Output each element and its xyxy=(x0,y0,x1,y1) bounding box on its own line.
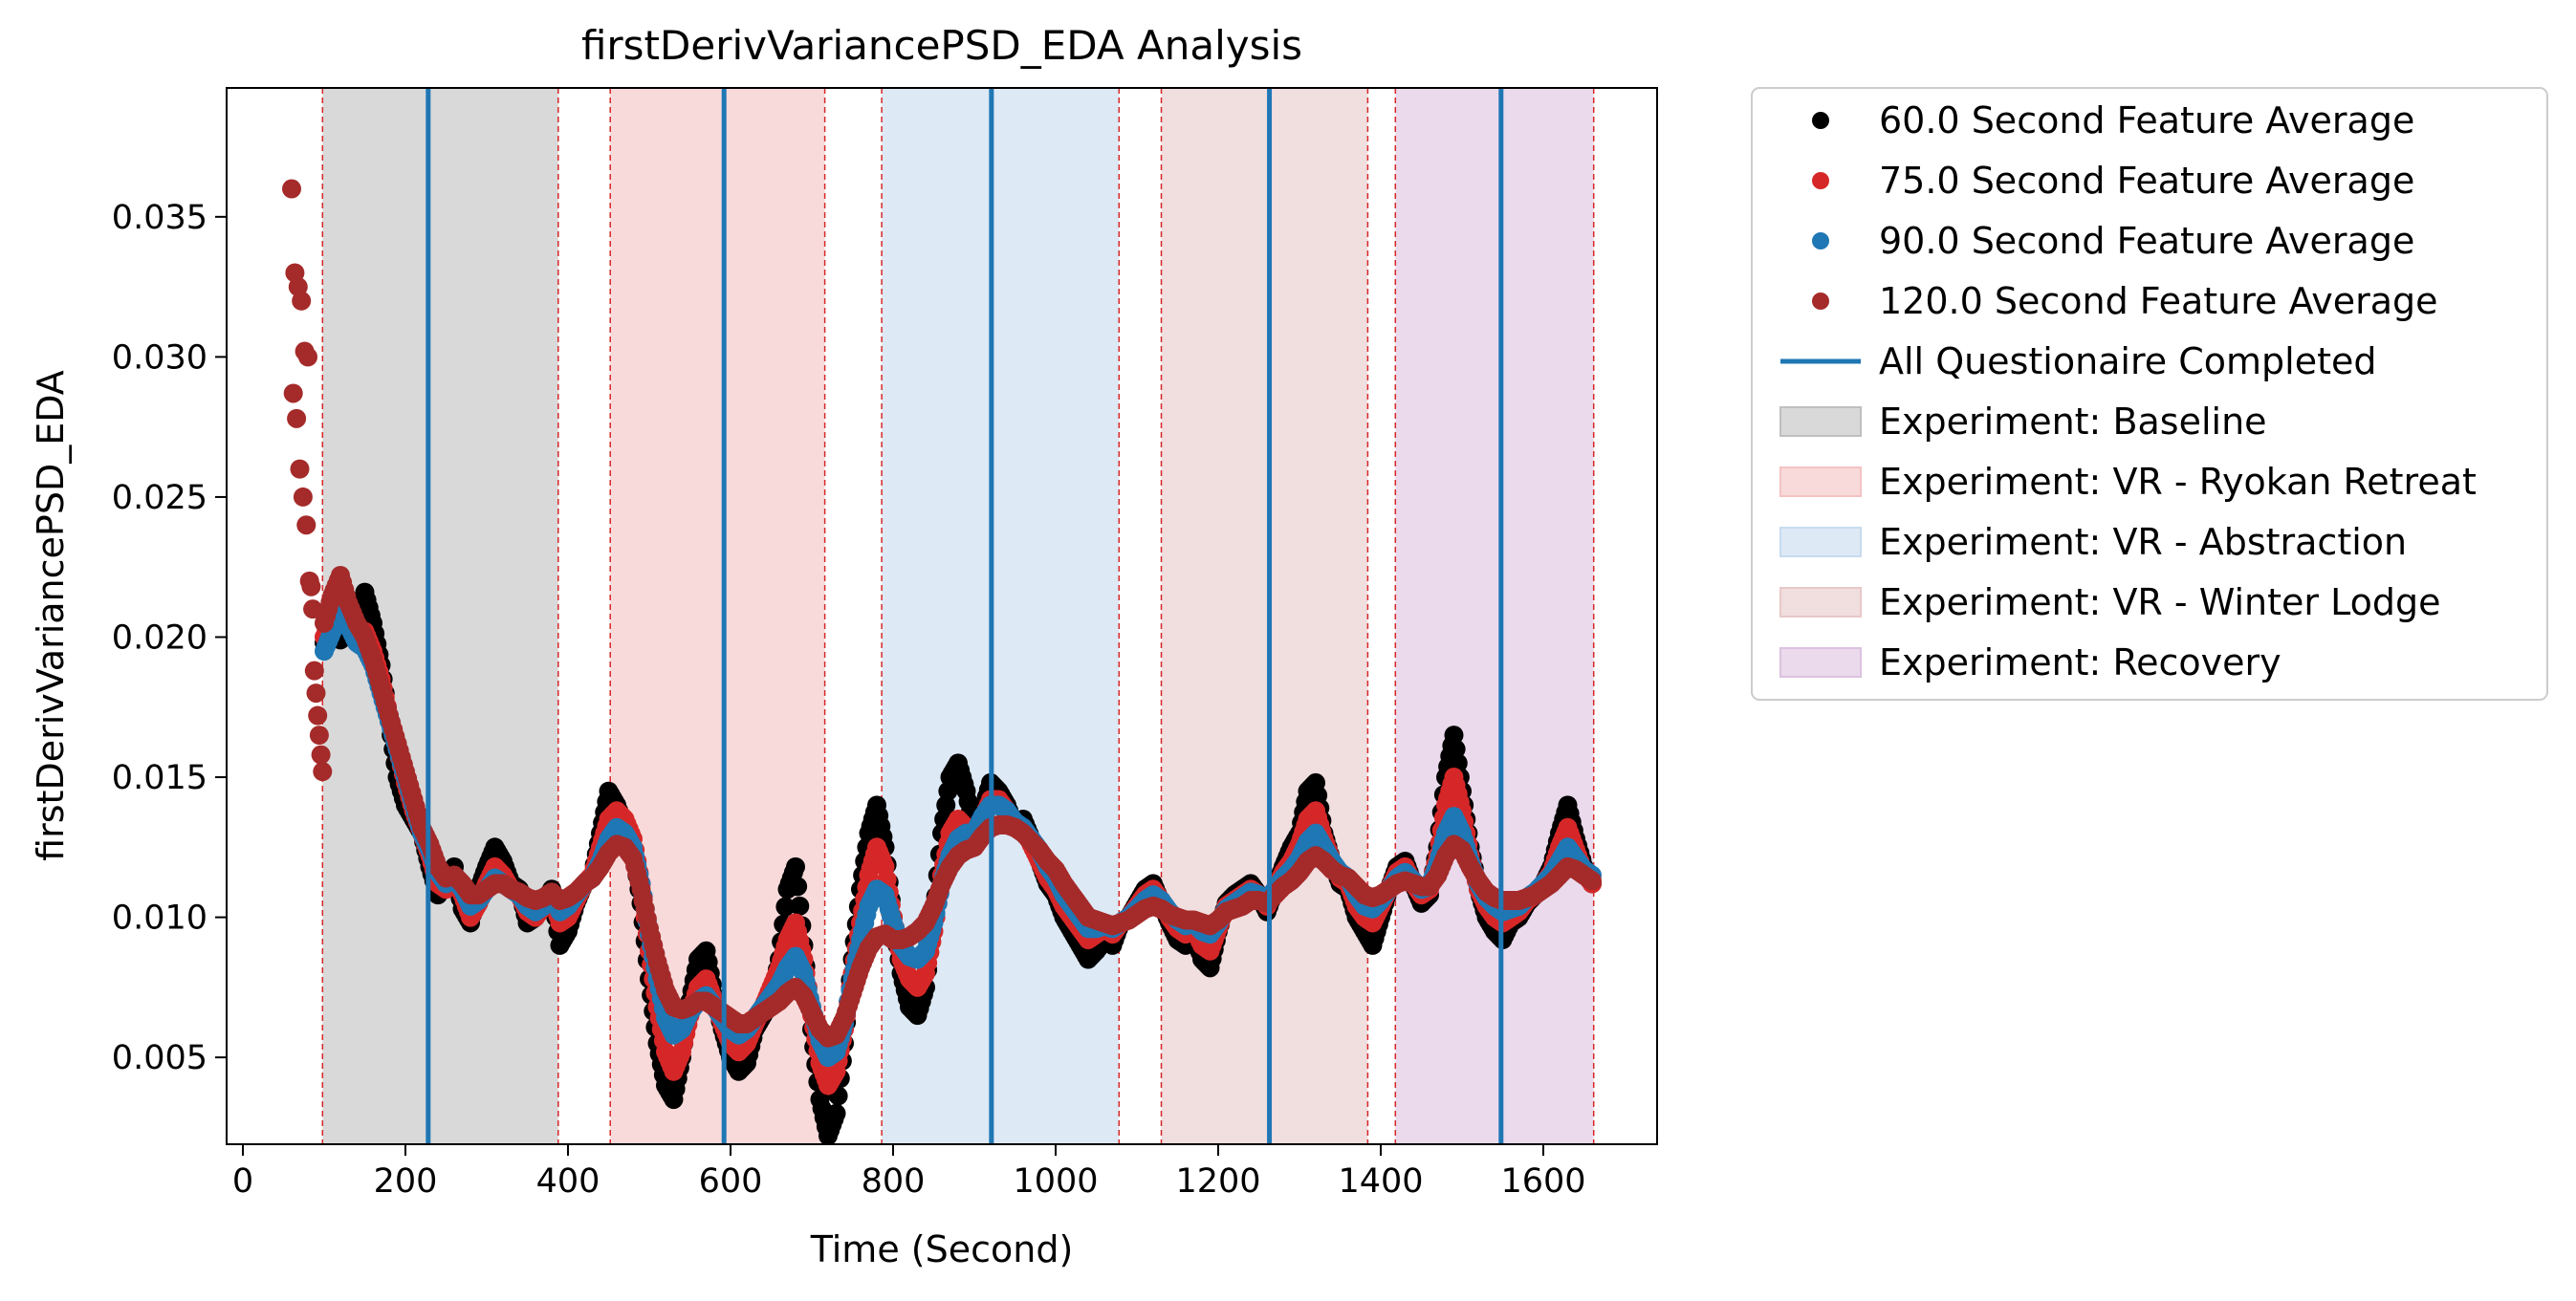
point-s120 xyxy=(296,515,317,535)
x-axis: 0 200 400 600 800 1000 1200 1400 1600 xyxy=(232,1144,1586,1201)
point-s120 xyxy=(298,347,317,367)
point-s60 xyxy=(1444,726,1464,746)
point-s120 xyxy=(308,705,328,726)
legend-label-s120: 120.0 Second Feature Average xyxy=(1879,280,2438,322)
y-tick-label: 0.025 xyxy=(112,479,207,517)
series-s120 xyxy=(282,179,1602,1048)
legend-marker-baseline xyxy=(1779,406,1862,437)
legend-marker-s75 xyxy=(1812,172,1829,189)
y-tick-label: 0.020 xyxy=(112,618,207,657)
point-s60 xyxy=(938,781,958,801)
y-axis: 0.005 0.010 0.015 0.020 0.025 0.030 0.035 xyxy=(112,199,227,1077)
x-axis-label: Time (Second) xyxy=(810,1228,1074,1270)
point-s120 xyxy=(313,762,333,782)
y-tick-label: 0.035 xyxy=(112,199,207,237)
phase-band-recovery xyxy=(1395,88,1594,1144)
point-s120 xyxy=(292,291,312,311)
point-s120 xyxy=(282,179,301,199)
phase-bands xyxy=(321,88,1595,1144)
legend-label-ryokan: Experiment: VR - Ryokan Retreat xyxy=(1879,461,2477,503)
point-s120 xyxy=(311,745,331,765)
point-s120 xyxy=(309,726,329,746)
point-s60 xyxy=(936,795,956,815)
point-s120 xyxy=(290,459,310,479)
x-tick-label: 400 xyxy=(536,1162,600,1201)
legend-marker-s60 xyxy=(1812,112,1829,129)
y-tick-label: 0.015 xyxy=(112,759,207,797)
point-s120 xyxy=(293,487,313,507)
legend-label-s60: 60.0 Second Feature Average xyxy=(1879,99,2414,141)
legend-marker-abstraction xyxy=(1779,527,1862,557)
legend-label-s75: 75.0 Second Feature Average xyxy=(1879,160,2414,202)
x-tick-label: 0 xyxy=(232,1162,253,1201)
point-s120 xyxy=(301,576,321,596)
legend-marker-recovery xyxy=(1779,647,1862,678)
questionnaire-lines xyxy=(426,88,1504,1144)
legend: 60.0 Second Feature Average 75.0 Second F… xyxy=(1751,87,2548,701)
legend-label-recovery: Experiment: Recovery xyxy=(1879,641,2281,683)
point-s60 xyxy=(790,896,810,916)
x-tick-label: 1600 xyxy=(1500,1162,1585,1201)
point-s120 xyxy=(283,383,303,403)
legend-label-winter: Experiment: VR - Winter Lodge xyxy=(1879,581,2440,623)
point-s60 xyxy=(786,856,805,877)
phase-band-winter xyxy=(1161,88,1368,1144)
point-s120 xyxy=(1583,871,1602,891)
point-s60 xyxy=(1446,739,1466,759)
legend-marker-s90 xyxy=(1812,232,1829,249)
x-tick-label: 1200 xyxy=(1175,1162,1260,1201)
point-s60 xyxy=(775,897,796,917)
series-points xyxy=(282,179,1602,1144)
x-tick-label: 1000 xyxy=(1013,1162,1098,1201)
y-tick-label: 0.005 xyxy=(112,1039,207,1077)
y-axis-label: firstDerivVariancePSD_EDA xyxy=(30,370,72,861)
legend-label-baseline: Experiment: Baseline xyxy=(1879,401,2267,443)
y-tick-label: 0.010 xyxy=(112,900,207,938)
legend-marker-ryokan xyxy=(1779,466,1862,497)
chart-title: firstDerivVariancePSD_EDA Analysis xyxy=(581,22,1302,69)
x-tick-label: 200 xyxy=(374,1162,438,1201)
point-s120 xyxy=(304,661,324,681)
point-s60 xyxy=(826,1103,846,1123)
legend-label-abstraction: Experiment: VR - Abstraction xyxy=(1879,521,2407,563)
x-tick-label: 600 xyxy=(699,1162,763,1201)
x-tick-label: 1400 xyxy=(1338,1162,1423,1201)
legend-frame xyxy=(1751,87,2548,701)
y-tick-label: 0.030 xyxy=(112,338,207,377)
legend-marker-s120 xyxy=(1812,293,1829,310)
plot-area: 0 200 400 600 800 1000 1200 1400 1600 0.005 0.010… xyxy=(112,87,1658,1201)
legend-label-questionnaire: All Questionaire Completed xyxy=(1879,340,2377,382)
point-s120 xyxy=(287,408,307,428)
point-s60 xyxy=(788,877,808,897)
legend-label-s90: 90.0 Second Feature Average xyxy=(1879,220,2414,262)
legend-marker-winter xyxy=(1779,587,1862,618)
plot-frame xyxy=(226,87,1658,1145)
x-tick-label: 800 xyxy=(862,1162,926,1201)
point-s120 xyxy=(306,683,326,704)
